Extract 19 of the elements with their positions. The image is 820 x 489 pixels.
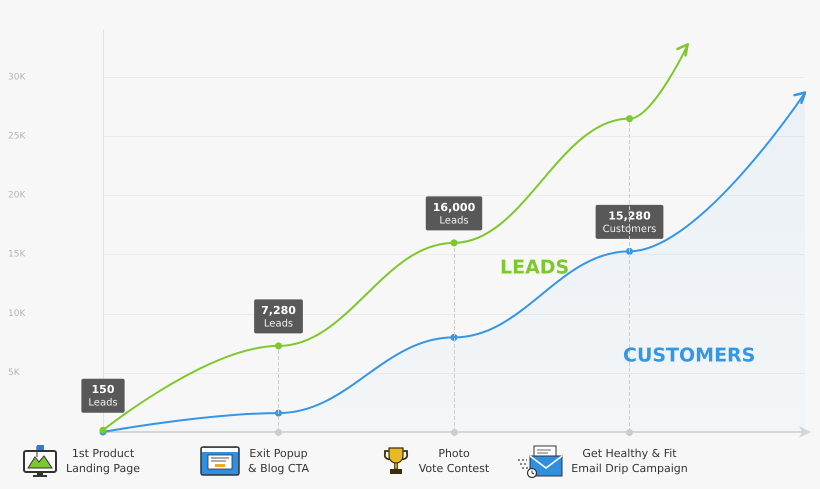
y-tick-label: 20K bbox=[8, 190, 26, 201]
point bbox=[626, 115, 633, 122]
point bbox=[450, 239, 458, 246]
y-tick-label: 5K bbox=[8, 368, 21, 378]
x-tick-label: 1st Product Landing Page bbox=[66, 447, 140, 475]
data-label: 150 Leads bbox=[88, 383, 118, 409]
y-tick-label: 25K bbox=[8, 131, 26, 142]
x-tick-label: Photo Vote Contest bbox=[418, 447, 490, 475]
series-label: LEADS bbox=[500, 256, 570, 278]
data-label: 7,280 Leads bbox=[261, 304, 296, 330]
x-tick-label: Get Healthy & Fit Email Drip Campaign bbox=[571, 447, 688, 475]
y-tick-label: 10K bbox=[8, 308, 26, 319]
series-label: CUSTOMERS bbox=[623, 344, 756, 366]
data-label: 16,000 Leads bbox=[432, 200, 476, 226]
data-label: 15,280 Customers bbox=[602, 209, 656, 235]
x-tick-label: Exit Popup & Blog CTA bbox=[248, 447, 310, 475]
point bbox=[275, 342, 282, 350]
y-tick-label: 15K bbox=[8, 250, 26, 260]
y-tick-label: 30K bbox=[8, 72, 26, 82]
